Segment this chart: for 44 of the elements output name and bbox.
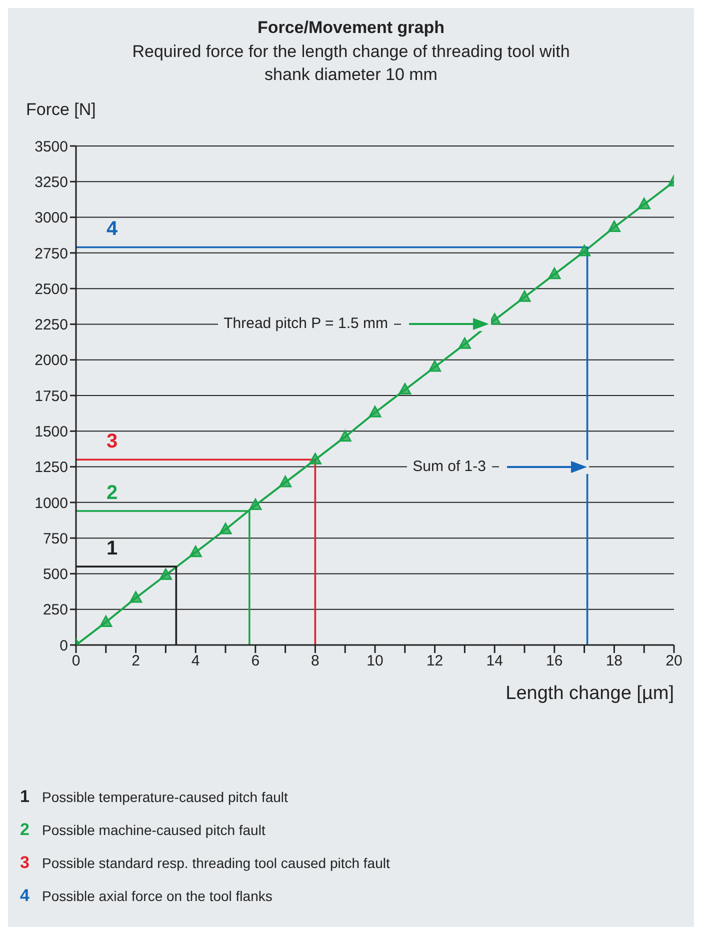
x-tick-label: 0	[72, 652, 80, 670]
text: 1	[20, 786, 30, 806]
x-tick-label: 4	[191, 652, 200, 670]
x-tick-label: 18	[606, 652, 623, 670]
text: 3	[20, 852, 30, 872]
chart-title: Force/Movement graph	[256, 18, 446, 38]
series-label: 2	[106, 482, 118, 504]
y-tick-label: 2500	[34, 280, 68, 298]
y-tick-label: 0	[60, 637, 68, 654]
text: 2	[20, 820, 30, 838]
y-tick-label: 3000	[34, 210, 68, 227]
x-axis-title: Length change [µm]	[504, 683, 674, 705]
text: Possible temperature-caused pitch fault	[42, 788, 288, 804]
y-tick-label: 2750	[34, 245, 68, 262]
x-tick-label: 12	[426, 652, 444, 670]
y-tick-label: 2000	[34, 352, 68, 370]
x-tick-label: 14	[486, 652, 503, 670]
x-tick-label: 16	[546, 652, 563, 670]
y-tick-label: 3250	[34, 174, 68, 191]
x-tick-label: 10	[366, 652, 384, 670]
text: 4	[20, 886, 30, 904]
text: Possible machine-caused pitch fault	[42, 822, 266, 838]
x-tick-label: 8	[311, 652, 320, 670]
y-tick-label: 1500	[34, 423, 68, 440]
x-tick-label: 6	[251, 652, 260, 670]
annotation: Thread pitch P = 1.5 mm	[218, 314, 394, 334]
x-tick-label: 20	[666, 652, 682, 670]
annotation: Sum of 1-3	[406, 457, 492, 477]
y-tick-label: 1000	[34, 494, 68, 512]
y-axis-title: Force [N]	[26, 100, 96, 120]
series-label: 1	[106, 538, 118, 560]
chart-subtitle: Required force for the length change of threading tool with shank diameter 10 mm	[131, 41, 571, 86]
series-label: 3	[106, 430, 118, 453]
text: Possible axial force on the tool flanks	[42, 888, 272, 904]
text: Possible standard resp. threading tool caused pitch fault	[42, 854, 390, 870]
x-tick-label: 2	[132, 652, 140, 670]
y-tick-label: 3500	[34, 138, 68, 156]
y-tick-label: 1250	[34, 459, 68, 476]
y-tick-label: 2250	[34, 316, 68, 334]
series-label: 4	[106, 218, 118, 240]
y-tick-label: 1750	[34, 388, 68, 405]
y-tick-label: 750	[42, 530, 68, 548]
y-tick-label: 500	[42, 566, 68, 584]
y-tick-label: 250	[42, 602, 68, 619]
